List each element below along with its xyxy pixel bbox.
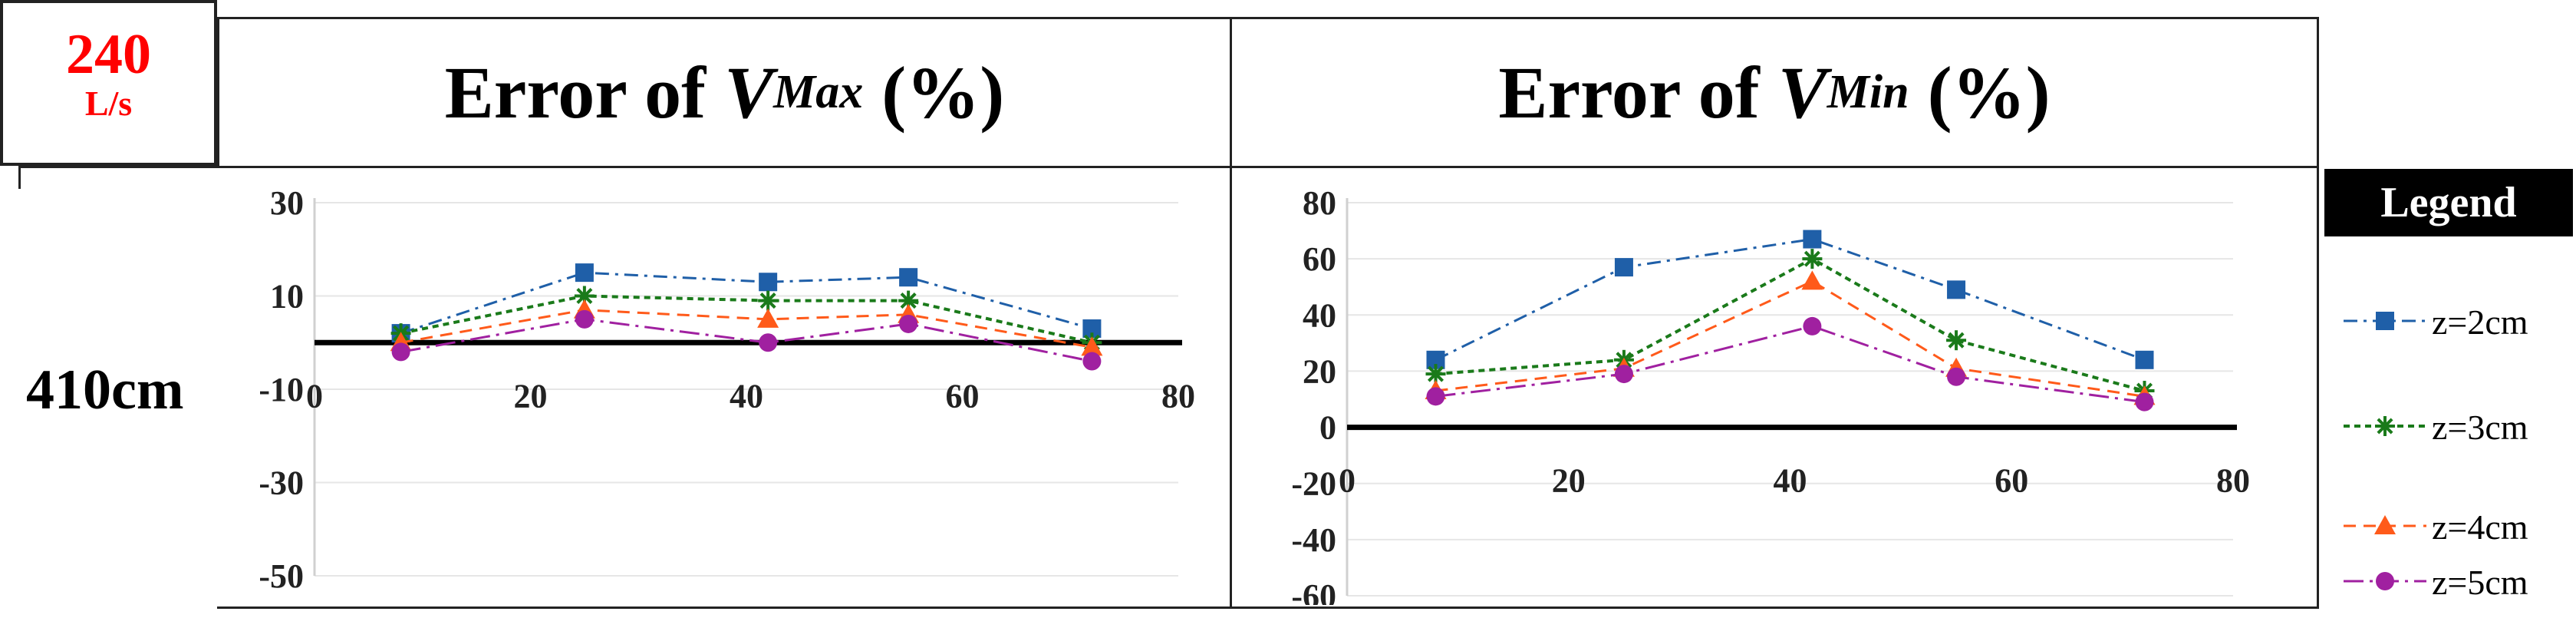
data-point-z=5cm [759,333,778,352]
flow-value: 240 [66,23,151,86]
data-point-z=5cm [391,342,410,362]
data-point-z=4cm [1801,270,1823,290]
vmin-sub: Min [1827,65,1909,118]
vmax-title-post: (%) [863,51,1005,134]
legend-item: z=4cm [2344,499,2574,553]
data-point-z=3cm [1802,249,1823,269]
x-tick-label: 60 [1995,462,2028,500]
vmax-header: Error of V Max (%) [219,15,1230,169]
data-point-z=2cm [2135,350,2154,369]
frame-col3-divider [2317,17,2319,608]
data-point-z=5cm [1803,316,1822,335]
y-tick-label: -30 [259,464,304,502]
data-point-z=3cm [1946,330,1967,351]
data-point-z=2cm [899,268,918,287]
y-tick-label: -10 [259,371,304,408]
x-tick-label: 40 [730,377,763,415]
legend-title: Legend [2324,169,2573,236]
vmin-var: V [1777,51,1827,134]
vmax-sub: Max [773,65,864,118]
data-point-z=5cm [899,314,918,333]
frame-bottom-line [217,607,2319,609]
legend-marker [2374,515,2396,534]
x-tick-label: 40 [1774,462,1807,500]
legend-label: z=5cm [2432,563,2528,602]
data-point-z=5cm [1614,365,1633,384]
data-point-z=5cm [1082,352,1102,371]
legend-swatch [2344,515,2426,534]
data-point-z=3cm [758,290,779,311]
x-tick-label: 20 [1552,462,1586,500]
frame-top-line [217,17,2319,19]
y-tick-label: 20 [1303,352,1336,390]
flow-unit: L/s [84,84,133,123]
y-tick-label: -40 [1291,521,1336,559]
x-tick-label: 0 [1339,462,1356,500]
legend-marker [2375,416,2395,436]
frame-col1-divider [217,17,219,167]
x-tick-label: 20 [514,377,548,415]
legend-label: z=2cm [2432,302,2528,342]
y-tick-label: 60 [1303,240,1336,278]
series-line-z=5cm [1435,325,2145,404]
legend-label: z=4cm [2432,507,2528,547]
data-point-z=2cm [759,273,778,292]
data-point-z=5cm [1947,367,1966,386]
y-tick-label: -50 [259,557,304,595]
y-tick-label: -60 [1291,577,1336,605]
flow-rate-cell: 240 L/s [0,0,217,166]
data-point-z=2cm [575,263,594,283]
data-point-z=2cm [1614,258,1633,277]
data-point-z=5cm [1426,387,1445,406]
legend-item: z=5cm [2344,554,2574,608]
legend-swatch [2344,312,2426,330]
series-line-z=4cm [1435,279,2145,398]
x-tick-label: 80 [1161,377,1195,415]
data-point-z=5cm [575,309,594,329]
legend-item: z=2cm [2344,294,2574,348]
y-tick-label: -20 [1291,465,1336,503]
legend-marker [2376,312,2394,330]
y-tick-label: 40 [1303,296,1336,334]
data-point-z=2cm [1803,230,1822,249]
vmax-title-pre: Error of [444,51,725,134]
row-label: 410cm [26,359,184,421]
y-tick-label: 10 [270,278,304,316]
data-point-z=5cm [2135,392,2154,412]
legend-swatch [2344,572,2426,590]
frame-left-line [18,166,21,189]
x-tick-label: 80 [2216,462,2250,500]
vmin-header: Error of V Min (%) [1232,15,2317,169]
x-tick-label: 0 [306,377,323,415]
series-line-z=2cm [1435,238,2146,362]
y-tick-label: 0 [1319,409,1336,447]
data-point-z=2cm [1947,280,1966,299]
legend-label: z=3cm [2432,408,2528,447]
legend-swatch [2344,416,2426,436]
data-point-z=4cm [1081,336,1103,356]
series-line-z=2cm [400,271,1092,335]
vmax-var: V [724,51,774,134]
legend-item: z=3cm [2344,399,2574,453]
vmax-error-chart: 30 10 -10 -30 -50 0 20 40 60 80 [259,184,1195,595]
frame-header-divider [18,166,2319,168]
y-tick-label: 80 [1303,184,1336,222]
frame-col2-divider [1230,17,1232,608]
y-tick-label: 30 [270,184,304,222]
x-tick-label: 60 [946,377,980,415]
legend-marker [2376,572,2394,590]
vmin-title-post: (%) [1909,51,2051,134]
vmin-title-pre: Error of [1498,51,1778,134]
data-point-z=4cm [757,308,779,328]
